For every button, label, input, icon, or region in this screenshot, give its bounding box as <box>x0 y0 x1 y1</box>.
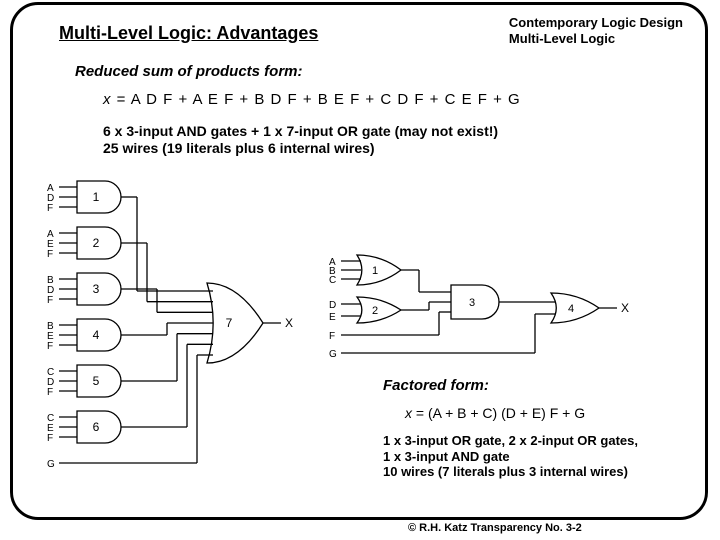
factored-desc-line1: 1 x 3-input OR gate, 2 x 2-input OR gate… <box>383 433 638 449</box>
svg-text:F: F <box>329 331 335 342</box>
footer-text: © R.H. Katz Transparency No. 3-2 <box>408 522 582 534</box>
sop-desc-line1: 6 x 3-input AND gates + 1 x 7-input OR g… <box>103 123 498 140</box>
svg-text:3: 3 <box>93 282 100 296</box>
svg-text:F: F <box>47 341 53 352</box>
svg-text:E: E <box>329 312 336 323</box>
svg-text:1: 1 <box>93 190 100 204</box>
header-line1: Contemporary Logic Design <box>509 15 683 31</box>
slide-card: Multi-Level Logic: Advantages Contempora… <box>10 2 708 520</box>
svg-text:X: X <box>285 316 293 330</box>
factored-eq-var: x <box>405 405 412 421</box>
sop-eq-rhs: = A D F + A E F + B D F + B E F + C D F … <box>117 91 521 108</box>
sop-subtitle: Reduced sum of products form: <box>75 63 303 80</box>
sop-desc-line2: 25 wires (19 literals plus 6 internal wi… <box>103 140 498 157</box>
svg-text:F: F <box>47 387 53 398</box>
svg-text:4: 4 <box>568 303 574 315</box>
sop-equation: x = A D F + A E F + B D F + B E F + C D … <box>103 91 521 108</box>
sop-eq-var: x <box>103 91 112 108</box>
svg-text:F: F <box>47 295 53 306</box>
right-circuit-diagram: 1ABC2DEF3G4X <box>329 249 653 365</box>
header-line2: Multi-Level Logic <box>509 31 683 47</box>
factored-eq-rhs: = (A + B + C) (D + E) F + G <box>416 405 585 421</box>
factored-desc: 1 x 3-input OR gate, 2 x 2-input OR gate… <box>383 433 638 480</box>
svg-text:2: 2 <box>372 305 378 317</box>
page-title: Multi-Level Logic: Advantages <box>59 23 318 44</box>
sop-desc: 6 x 3-input AND gates + 1 x 7-input OR g… <box>103 123 498 157</box>
svg-text:G: G <box>47 459 55 470</box>
svg-text:2: 2 <box>93 236 100 250</box>
left-circuit-diagram: 1ADF2AEF3BDF4BEF5CDF6CEF7GX <box>47 163 295 517</box>
factored-equation: x = (A + B + C) (D + E) F + G <box>405 405 585 421</box>
svg-text:F: F <box>47 249 53 260</box>
svg-text:7: 7 <box>226 316 233 330</box>
svg-text:X: X <box>621 301 629 315</box>
factored-desc-line3: 10 wires (7 literals plus 3 internal wir… <box>383 464 638 480</box>
svg-text:4: 4 <box>93 328 100 342</box>
svg-text:1: 1 <box>372 265 378 277</box>
svg-text:3: 3 <box>469 297 475 309</box>
svg-text:G: G <box>329 349 337 360</box>
svg-text:5: 5 <box>93 374 100 388</box>
svg-text:F: F <box>47 433 53 444</box>
svg-text:C: C <box>329 275 336 286</box>
svg-text:6: 6 <box>93 420 100 434</box>
header-right: Contemporary Logic Design Multi-Level Lo… <box>509 15 683 46</box>
svg-text:D: D <box>329 300 336 311</box>
factored-desc-line2: 1 x 3-input AND gate <box>383 449 638 465</box>
svg-text:F: F <box>47 203 53 214</box>
factored-subtitle: Factored form: <box>383 377 489 394</box>
